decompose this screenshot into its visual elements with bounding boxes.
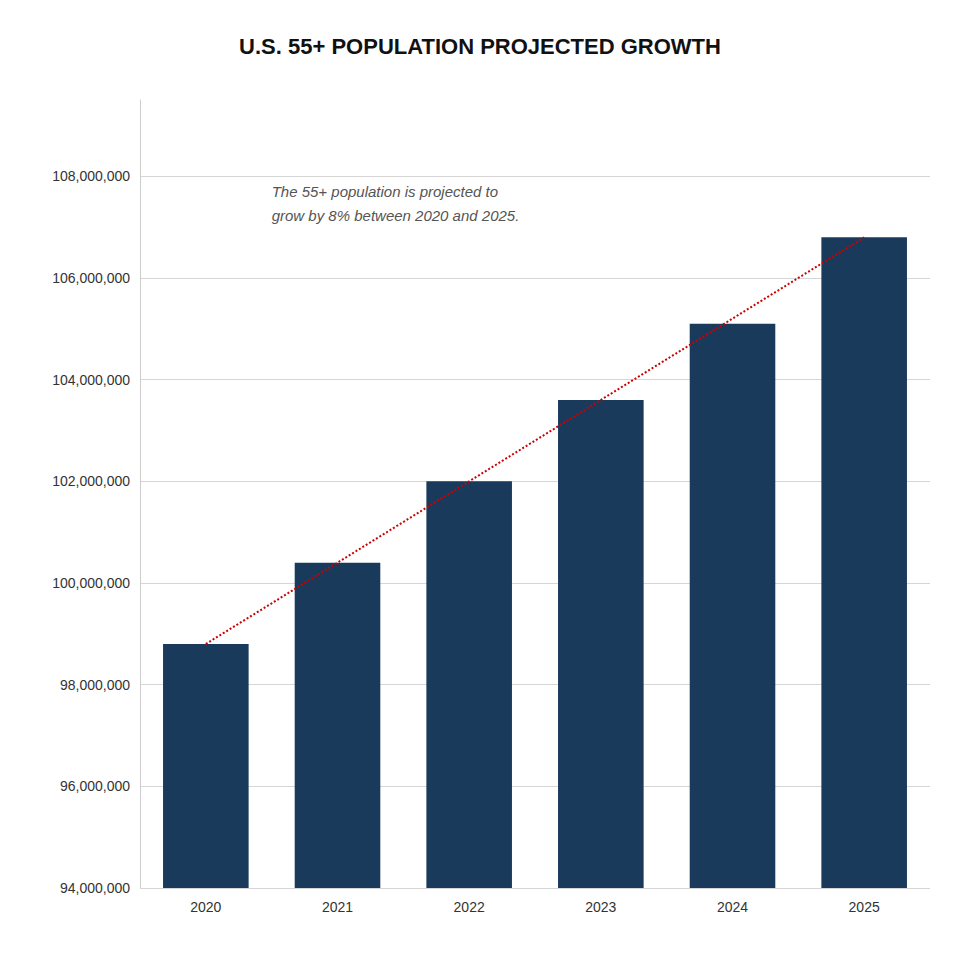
svg-text:100,000,000: 100,000,000 <box>52 575 130 591</box>
svg-text:2024: 2024 <box>717 899 748 915</box>
svg-text:108,000,000: 108,000,000 <box>52 168 130 184</box>
svg-text:2020: 2020 <box>190 899 221 915</box>
svg-text:96,000,000: 96,000,000 <box>60 778 130 794</box>
svg-text:grow by 8% between 2020 and 20: grow by 8% between 2020 and 2025. <box>272 207 520 224</box>
svg-text:98,000,000: 98,000,000 <box>60 677 130 693</box>
svg-text:U.S. 55+ POPULATION PROJECTED: U.S. 55+ POPULATION PROJECTED GROWTH <box>239 34 721 59</box>
svg-text:102,000,000: 102,000,000 <box>52 473 130 489</box>
svg-text:The 55+ population is projecte: The 55+ population is projected to <box>272 183 498 200</box>
svg-text:2023: 2023 <box>585 899 616 915</box>
svg-text:94,000,000: 94,000,000 <box>60 880 130 896</box>
svg-text:104,000,000: 104,000,000 <box>52 372 130 388</box>
svg-text:106,000,000: 106,000,000 <box>52 270 130 286</box>
svg-text:2025: 2025 <box>849 899 880 915</box>
svg-text:2021: 2021 <box>322 899 353 915</box>
svg-text:2022: 2022 <box>454 899 485 915</box>
